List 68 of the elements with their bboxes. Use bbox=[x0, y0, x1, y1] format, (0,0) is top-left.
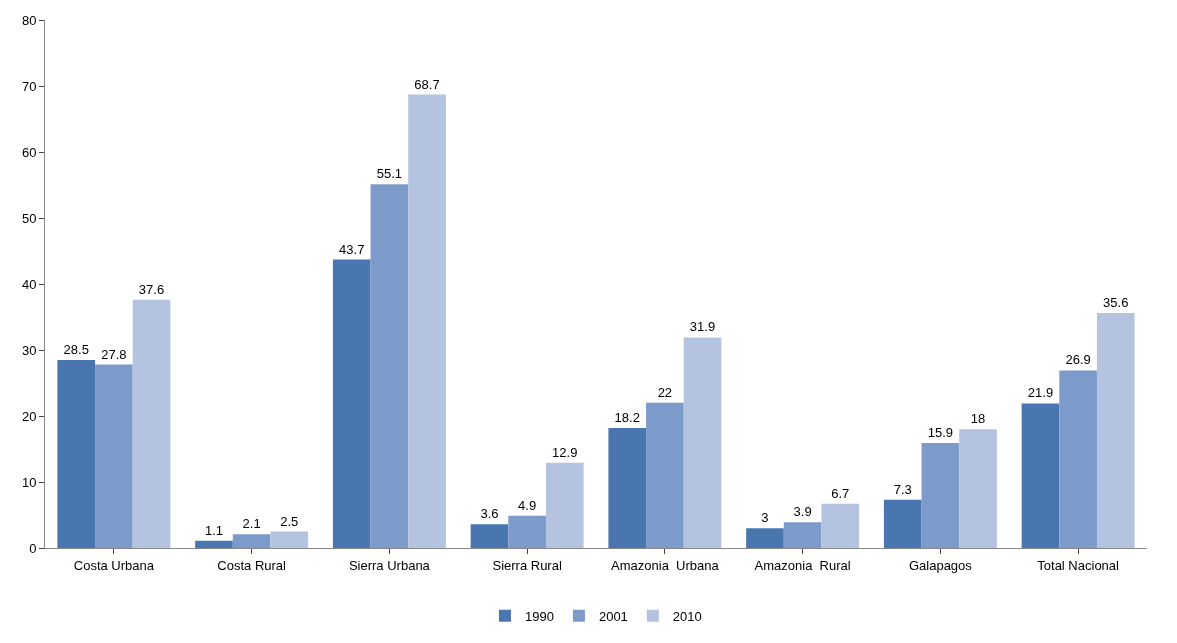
data-label: 18 bbox=[970, 411, 986, 427]
bar bbox=[332, 259, 371, 548]
bar bbox=[1096, 313, 1135, 548]
data-label: 3.6 bbox=[480, 506, 499, 522]
bar bbox=[545, 462, 584, 548]
bar bbox=[470, 524, 509, 548]
data-label: 3 bbox=[761, 510, 769, 526]
data-label: 4.9 bbox=[518, 497, 537, 513]
data-label: 55.1 bbox=[376, 166, 403, 182]
bar bbox=[132, 299, 171, 548]
data-label: 68.7 bbox=[414, 76, 440, 92]
bar bbox=[783, 522, 822, 548]
data-label: 18.2 bbox=[614, 409, 640, 425]
legend-label: 2001 bbox=[598, 608, 628, 624]
data-label: 31.9 bbox=[689, 319, 716, 335]
x-tick-label: Sierra Urbana bbox=[348, 557, 431, 573]
x-tick-label: Amazonia Urbana bbox=[611, 557, 720, 573]
data-label: 1.1 bbox=[204, 522, 224, 538]
bar bbox=[270, 531, 309, 548]
x-tick-label: Sierra Rural bbox=[492, 557, 562, 573]
bar bbox=[232, 534, 271, 548]
bar bbox=[608, 427, 647, 548]
bar bbox=[95, 364, 133, 548]
bar bbox=[408, 94, 446, 548]
bar bbox=[1021, 403, 1060, 548]
data-label: 26.9 bbox=[1065, 352, 1091, 368]
x-tick-label: Amazonia Rural bbox=[754, 557, 851, 573]
data-label: 3.9 bbox=[793, 504, 812, 520]
y-tick-label: 30 bbox=[21, 342, 37, 358]
bar bbox=[883, 499, 922, 548]
data-label: 15.9 bbox=[927, 425, 954, 441]
data-label: 22 bbox=[657, 384, 673, 400]
y-tick-label: 70 bbox=[21, 78, 37, 94]
y-tick-label: 80 bbox=[21, 12, 37, 28]
legend-label: 1990 bbox=[525, 608, 554, 624]
data-label: 28.5 bbox=[63, 341, 89, 357]
x-tick-label: Costa Urbana bbox=[73, 557, 155, 573]
bar bbox=[195, 540, 233, 548]
data-label: 2.1 bbox=[242, 516, 261, 532]
y-tick-label: 0 bbox=[29, 540, 37, 556]
data-label: 27.8 bbox=[101, 346, 127, 362]
bar bbox=[921, 443, 960, 548]
bar bbox=[646, 402, 684, 548]
bar bbox=[683, 337, 722, 548]
data-label: 6.7 bbox=[831, 485, 850, 501]
bar bbox=[746, 528, 784, 548]
bar bbox=[959, 429, 997, 548]
data-label: 37.6 bbox=[138, 281, 165, 297]
bar bbox=[508, 515, 546, 548]
y-tick-label: 40 bbox=[21, 276, 37, 292]
y-tick-label: 50 bbox=[21, 210, 37, 226]
data-label: 35.6 bbox=[1103, 295, 1129, 311]
bar bbox=[1059, 370, 1097, 548]
bar bbox=[370, 184, 409, 548]
y-tick-label: 60 bbox=[21, 144, 37, 160]
x-tick-label: Total Nacional bbox=[1037, 557, 1120, 573]
bar bbox=[57, 359, 96, 548]
data-label: 2.5 bbox=[280, 513, 299, 529]
y-tick-label: 10 bbox=[21, 474, 37, 490]
data-label: 7.3 bbox=[893, 481, 912, 497]
data-label: 21.9 bbox=[1027, 385, 1054, 401]
x-tick-label: Costa Rural bbox=[217, 557, 287, 573]
bar bbox=[821, 503, 860, 548]
data-label: 12.9 bbox=[552, 444, 578, 460]
legend-label: 2010 bbox=[672, 608, 702, 624]
x-tick-label: Galapagos bbox=[908, 557, 973, 573]
y-tick-label: 20 bbox=[21, 408, 37, 424]
data-label: 43.7 bbox=[339, 241, 365, 257]
